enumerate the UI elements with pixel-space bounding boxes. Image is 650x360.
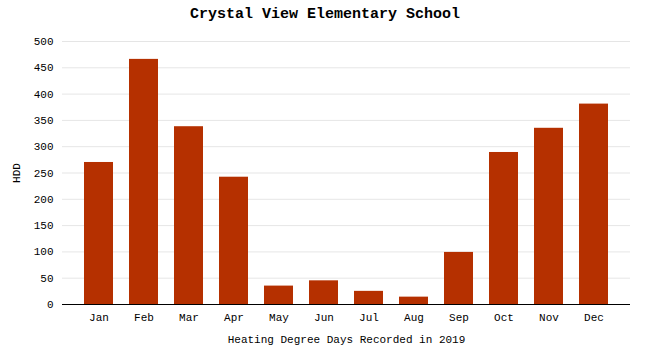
svg-text:Oct: Oct xyxy=(494,312,514,324)
svg-text:Jul: Jul xyxy=(359,312,379,324)
svg-text:Sep: Sep xyxy=(449,312,469,324)
svg-text:Jun: Jun xyxy=(314,312,334,324)
html-text:Crystal View Elementary School: Crystal View Elementary School xyxy=(190,6,460,23)
svg-text:350: 350 xyxy=(34,115,54,127)
svg-text:500: 500 xyxy=(34,36,54,48)
svg-text:Dec: Dec xyxy=(584,312,604,324)
svg-text:Mar: Mar xyxy=(179,312,199,324)
svg-text:Jan: Jan xyxy=(89,312,109,324)
svg-text:HDD: HDD xyxy=(11,163,23,183)
svg-text:Apr: Apr xyxy=(224,312,244,324)
svg-text:May: May xyxy=(269,312,289,324)
svg-text:100: 100 xyxy=(34,246,54,258)
svg-text:0: 0 xyxy=(47,299,54,311)
svg-text:450: 450 xyxy=(34,62,54,74)
svg-text:Nov: Nov xyxy=(539,312,559,324)
svg-text:Heating Degree Days Recorded i: Heating Degree Days Recorded in 2019 xyxy=(228,334,466,346)
svg-text:Feb: Feb xyxy=(134,312,154,324)
svg-text:50: 50 xyxy=(40,273,53,285)
svg-text:300: 300 xyxy=(34,141,54,153)
svg-text:250: 250 xyxy=(34,168,54,180)
svg-text:200: 200 xyxy=(34,194,54,206)
svg-text:150: 150 xyxy=(34,220,54,232)
svg-text:Aug: Aug xyxy=(404,312,424,324)
svg-text:400: 400 xyxy=(34,89,54,101)
